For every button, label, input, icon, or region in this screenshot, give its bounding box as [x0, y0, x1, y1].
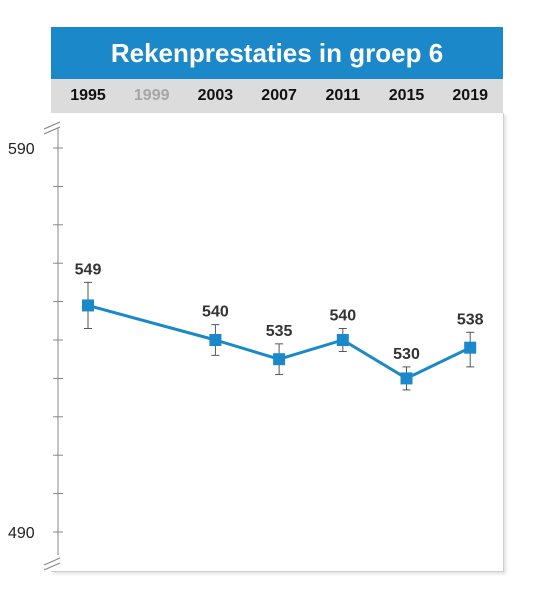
data-point-2019 — [464, 341, 477, 354]
year-label-1995: 1995 — [70, 87, 106, 104]
year-label-2019: 2019 — [452, 87, 488, 104]
data-point-1995 — [82, 299, 94, 312]
data-point-2011 — [336, 334, 349, 346]
data-point-2003 — [209, 334, 222, 346]
data-label-2015: 530 — [393, 346, 420, 363]
year-header: 1995 1999 2003 2007 2011 2015 2019 — [51, 79, 503, 113]
data-label-2011: 540 — [329, 307, 356, 324]
y-tick-label-590: 590 — [8, 141, 35, 158]
year-label-2007: 2007 — [261, 87, 297, 104]
axis-break-top — [43, 121, 61, 135]
year-label-2003: 2003 — [197, 87, 234, 104]
data-point-2007 — [273, 353, 286, 366]
chart-title: Rekenprestaties in groep 6 — [51, 27, 503, 79]
data-label-2007: 535 — [266, 323, 293, 340]
series-line — [87, 303, 471, 380]
year-label-2011: 2011 — [325, 87, 361, 104]
data-label-2003: 540 — [202, 304, 229, 321]
year-label-2015: 2015 — [388, 87, 425, 104]
data-point-2015 — [400, 372, 413, 385]
data-label-1995: 549 — [75, 261, 102, 278]
plot-area — [51, 113, 504, 572]
data-label-2019: 538 — [457, 311, 484, 328]
axis-break-bottom — [43, 557, 61, 571]
y-tick-label-490: 490 — [8, 525, 35, 542]
year-label-1999: 1999 — [133, 87, 170, 104]
